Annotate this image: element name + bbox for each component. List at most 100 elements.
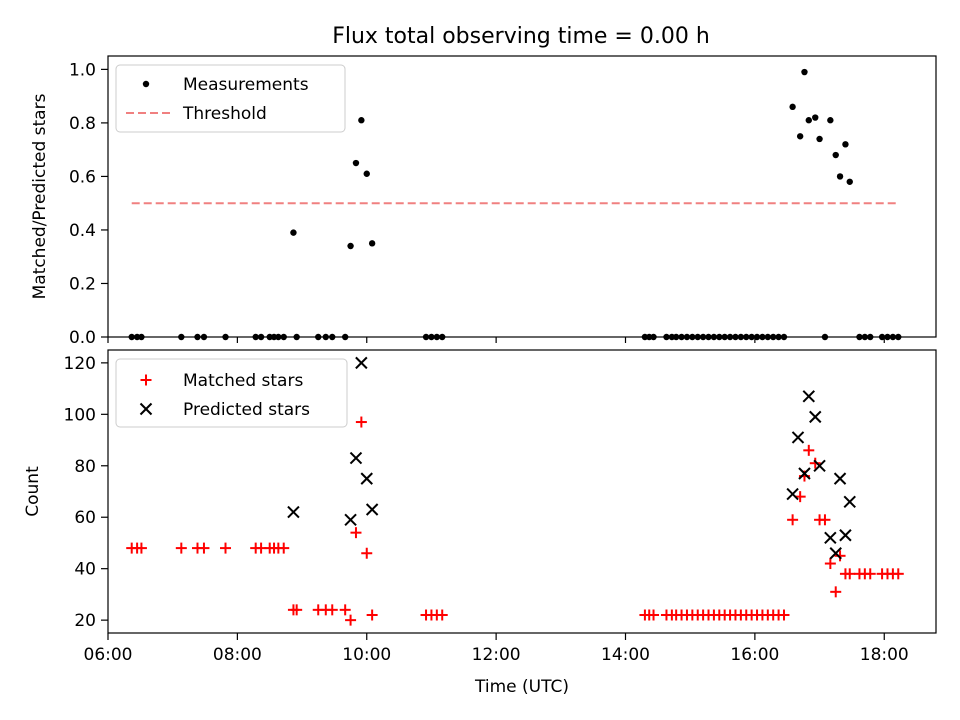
measurement-point (796, 133, 804, 140)
matched-point (355, 416, 367, 428)
matched-point (824, 558, 836, 570)
cross-stroke-b (843, 495, 856, 508)
cross-stroke-b (786, 487, 799, 501)
matched-point (844, 568, 856, 580)
cross-stroke-b (355, 356, 368, 370)
x-tick-label: 14:00 (601, 645, 650, 665)
predicted-point (791, 431, 805, 444)
matched-point (803, 444, 815, 456)
matched-point (175, 542, 187, 554)
predicted-point (287, 505, 300, 519)
y-axis-label-bottom: Count (23, 466, 43, 517)
x-tick-label: 06:00 (84, 645, 133, 665)
cross-stroke-b (824, 531, 837, 545)
cross-stroke-b (802, 390, 815, 403)
measurement-point (801, 68, 808, 76)
y-tick-label-top: 1.0 (69, 60, 96, 80)
predicted-point (813, 459, 826, 472)
y-tick-label-bottom: 120 (64, 354, 96, 374)
cross-stroke-b (839, 529, 852, 542)
matched-point (819, 514, 831, 526)
legend-measurement-marker (142, 80, 150, 88)
matched-point (864, 568, 876, 580)
matched-point (135, 542, 147, 554)
x-tick-label: 16:00 (730, 645, 779, 665)
matched-point (809, 457, 821, 469)
matched-point (436, 609, 448, 621)
measurement-point (816, 135, 823, 143)
cross-stroke-b (791, 431, 805, 444)
matched-point (778, 609, 790, 621)
matched-point (834, 550, 846, 562)
y-tick-label-top: 0.0 (69, 328, 96, 348)
measurement-point (832, 151, 839, 159)
matched-point (830, 586, 842, 598)
x-tick-label: 10:00 (342, 645, 391, 665)
y-tick-label-bottom: 60 (74, 508, 96, 528)
y-tick-label-top: 0.4 (69, 221, 96, 241)
legend-measurements-label: Measurements (183, 75, 309, 95)
measurement-point (789, 103, 796, 111)
predicted-point (355, 356, 368, 370)
matched-point (366, 609, 378, 621)
measurement-point (347, 242, 354, 250)
cross-stroke-b (360, 472, 373, 485)
y-axis-label-top: Matched/Predicted stars (30, 93, 50, 299)
cross-stroke-b (365, 503, 379, 516)
cross-stroke-b (798, 467, 811, 480)
predicted-point (839, 529, 852, 542)
cross-stroke-b (809, 410, 822, 424)
legend-box-top (115, 64, 346, 133)
y-tick-label-bottom: 40 (74, 560, 96, 580)
predicted-point (824, 531, 837, 545)
matched-point (339, 604, 351, 616)
cross-stroke-b (813, 459, 826, 472)
measurement-point (352, 159, 360, 167)
cross-stroke-b (833, 472, 847, 485)
y-tick-label-top: 0.6 (69, 167, 96, 187)
matched-point (198, 542, 210, 554)
matched-point (648, 609, 660, 621)
x-tick-label: 12:00 (472, 645, 521, 665)
predicted-point (786, 487, 799, 501)
measurement-point (827, 117, 834, 124)
cross-stroke-b (287, 505, 300, 519)
measurement-point (846, 178, 853, 185)
matched-point (291, 604, 303, 616)
bottom-panel: 20 40 60 80 100 120 06:00 08:00 10:00 12:00 14:00 1… (23, 349, 937, 697)
predicted-point (365, 503, 379, 516)
matched-point (326, 604, 338, 616)
legend-matched-marker (140, 374, 152, 386)
y-tick-label-bottom: 20 (74, 611, 96, 631)
measurement-point (290, 229, 297, 236)
predicted-point (349, 451, 363, 465)
legend-predicted-marker (139, 402, 153, 416)
y-tick-label-top: 0.8 (69, 114, 96, 134)
cross-stroke-b (349, 451, 363, 465)
matched-point (787, 514, 799, 526)
axes-frame-bottom (107, 349, 937, 634)
cross-stroke-b (344, 513, 357, 527)
matched-point (361, 547, 373, 559)
matched-point (892, 568, 904, 580)
predicted-point (829, 547, 842, 560)
x-tick-label: 08:00 (213, 645, 262, 665)
legend-predicted-label: Predicted stars (183, 400, 310, 420)
predicted-point (809, 410, 822, 424)
predicted-point (843, 495, 856, 508)
predicted-point (360, 472, 373, 485)
predicted-point (833, 472, 847, 485)
y-tick-label-top: 0.2 (69, 274, 96, 294)
legend-threshold-label: Threshold (182, 104, 267, 124)
legend-matched-label: Matched stars (183, 371, 303, 391)
measurement-point (805, 117, 812, 124)
predicted-point (798, 467, 811, 480)
measurement-point (836, 173, 844, 180)
chart-title: Flux total observing time = 0.00 h (332, 24, 710, 49)
measurement-point (812, 114, 819, 121)
measurement-point (363, 170, 370, 177)
top-panel: 0.0 0.2 0.4 0.6 0.8 1.0 Matched/Predicted star… (30, 55, 937, 348)
y-tick-label-bottom: 100 (64, 405, 96, 425)
matched-point (350, 527, 362, 539)
